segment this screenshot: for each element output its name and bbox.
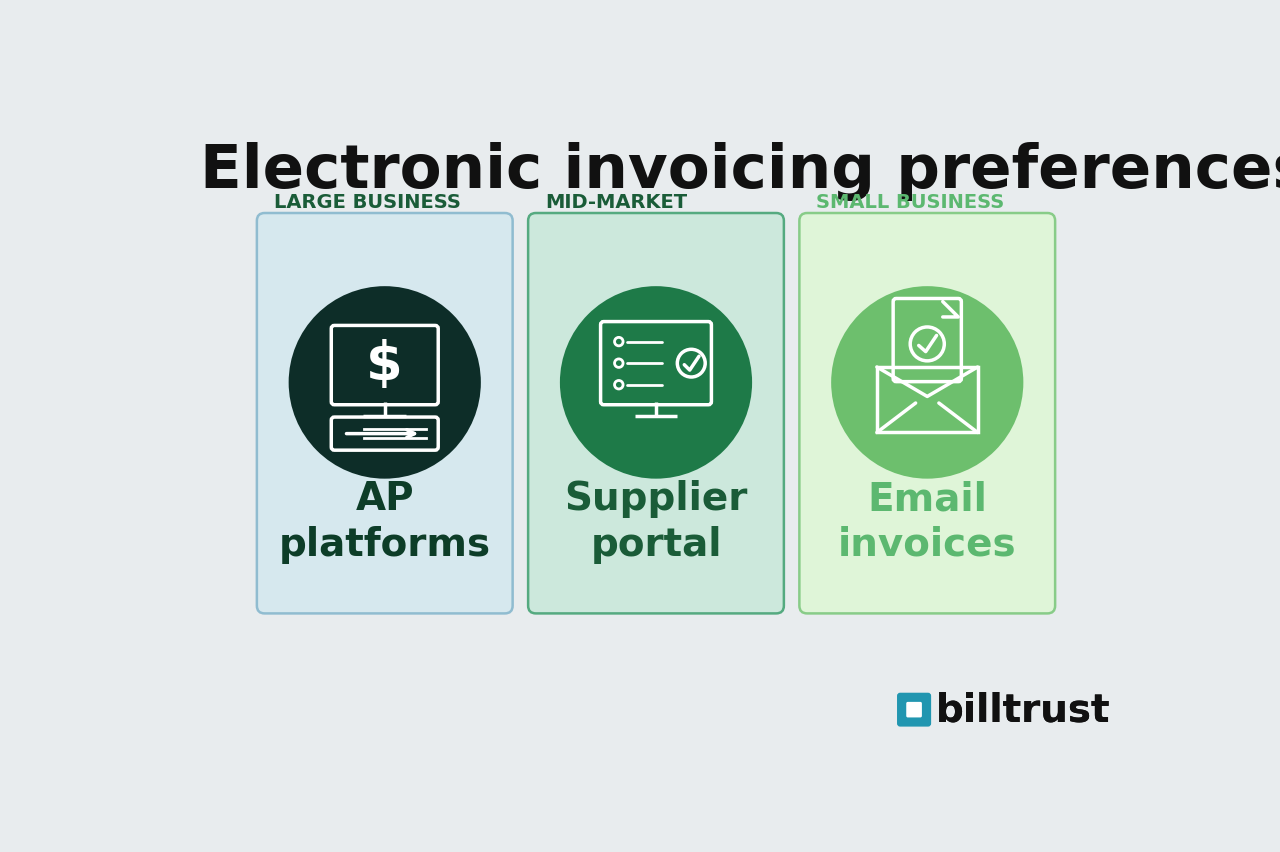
Ellipse shape [831,287,1023,479]
FancyBboxPatch shape [897,693,931,727]
Text: billtrust: billtrust [936,691,1110,728]
Ellipse shape [559,287,753,479]
FancyBboxPatch shape [906,702,922,717]
Text: Email
invoices: Email invoices [838,480,1016,563]
Text: AP
platforms: AP platforms [279,480,490,563]
Ellipse shape [289,287,481,479]
Text: $: $ [366,338,403,390]
Text: MID-MARKET: MID-MARKET [545,193,687,212]
Text: Electronic invoicing preferences: Electronic invoicing preferences [200,142,1280,201]
FancyBboxPatch shape [800,214,1055,613]
Text: Supplier
portal: Supplier portal [564,480,748,563]
Text: LARGE BUSINESS: LARGE BUSINESS [274,193,461,212]
Text: SMALL BUSINESS: SMALL BUSINESS [817,193,1005,212]
FancyBboxPatch shape [529,214,783,613]
Text: billtrust: billtrust [936,691,1110,728]
FancyBboxPatch shape [257,214,512,613]
